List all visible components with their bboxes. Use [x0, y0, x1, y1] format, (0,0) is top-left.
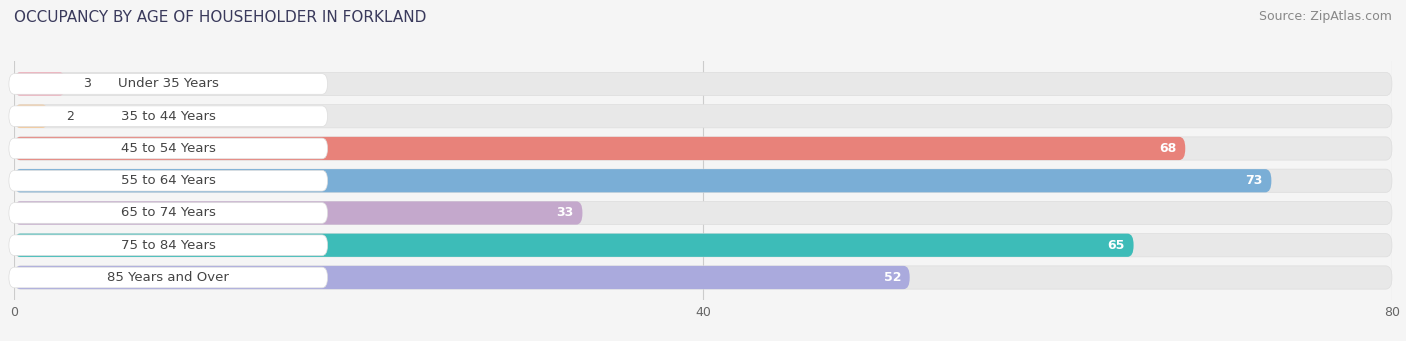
- FancyBboxPatch shape: [14, 72, 66, 95]
- FancyBboxPatch shape: [14, 137, 1392, 160]
- Text: 75 to 84 Years: 75 to 84 Years: [121, 239, 215, 252]
- Text: 2: 2: [66, 110, 73, 123]
- Text: 3: 3: [83, 77, 91, 90]
- Text: 35 to 44 Years: 35 to 44 Years: [121, 110, 215, 123]
- FancyBboxPatch shape: [8, 170, 328, 191]
- FancyBboxPatch shape: [8, 203, 328, 223]
- FancyBboxPatch shape: [14, 234, 1133, 257]
- Text: 45 to 54 Years: 45 to 54 Years: [121, 142, 215, 155]
- FancyBboxPatch shape: [14, 234, 1392, 257]
- Text: 73: 73: [1246, 174, 1263, 187]
- FancyBboxPatch shape: [14, 105, 48, 128]
- FancyBboxPatch shape: [8, 267, 328, 288]
- Text: 65 to 74 Years: 65 to 74 Years: [121, 207, 215, 220]
- Text: 55 to 64 Years: 55 to 64 Years: [121, 174, 215, 187]
- FancyBboxPatch shape: [8, 74, 328, 94]
- FancyBboxPatch shape: [14, 72, 1392, 95]
- Text: 85 Years and Over: 85 Years and Over: [107, 271, 229, 284]
- FancyBboxPatch shape: [14, 202, 582, 225]
- Text: 33: 33: [557, 207, 574, 220]
- FancyBboxPatch shape: [14, 137, 1185, 160]
- FancyBboxPatch shape: [8, 106, 328, 127]
- FancyBboxPatch shape: [14, 202, 1392, 225]
- Text: 65: 65: [1108, 239, 1125, 252]
- Text: OCCUPANCY BY AGE OF HOUSEHOLDER IN FORKLAND: OCCUPANCY BY AGE OF HOUSEHOLDER IN FORKL…: [14, 10, 426, 25]
- FancyBboxPatch shape: [8, 138, 328, 159]
- Text: Source: ZipAtlas.com: Source: ZipAtlas.com: [1258, 10, 1392, 23]
- Text: 68: 68: [1160, 142, 1177, 155]
- FancyBboxPatch shape: [14, 169, 1271, 192]
- FancyBboxPatch shape: [14, 266, 1392, 289]
- FancyBboxPatch shape: [14, 105, 1392, 128]
- Text: 52: 52: [883, 271, 901, 284]
- FancyBboxPatch shape: [14, 169, 1392, 192]
- FancyBboxPatch shape: [14, 266, 910, 289]
- FancyBboxPatch shape: [8, 235, 328, 255]
- Text: Under 35 Years: Under 35 Years: [118, 77, 219, 90]
